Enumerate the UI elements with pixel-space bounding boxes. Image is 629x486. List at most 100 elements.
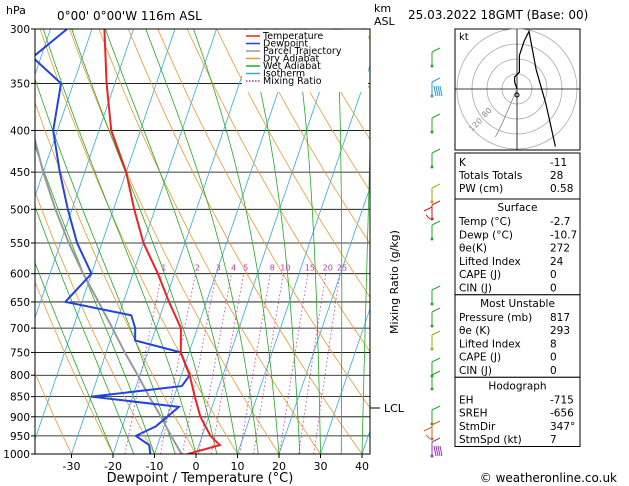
wind-barb-feather — [431, 330, 441, 336]
wind-barb-feather — [431, 437, 441, 443]
dry-adiabat-line — [245, 29, 370, 245]
table-row-value: 817 — [550, 312, 570, 324]
pressure-tick-label: 450 — [10, 167, 30, 179]
table-row-label: θe(K) — [459, 243, 487, 255]
temp-tick-label: -20 — [104, 460, 122, 473]
wet-adiabat-line — [35, 77, 176, 454]
table-row-value: 293 — [550, 325, 570, 337]
wind-barb-dot — [430, 217, 434, 221]
pressure-tick-label: 900 — [10, 412, 30, 424]
table-row-label: Temp (°C) — [458, 216, 511, 228]
wind-barb-feather — [439, 85, 443, 97]
wind-barb-dot — [430, 200, 434, 204]
table-row-value: 0.58 — [550, 183, 573, 195]
wet-adiabat-line — [35, 205, 135, 454]
wind-barb-feather — [435, 85, 439, 97]
table-row-label: CIN (J) — [459, 365, 492, 377]
dewpoint-line — [35, 29, 191, 454]
table-row-label: Totals Totals — [458, 170, 522, 182]
most_unstable-title: Most Unstable — [480, 298, 555, 310]
isotherm-line — [278, 186, 370, 454]
wind-barb-feather — [423, 426, 433, 432]
wind-barb-dot — [430, 387, 434, 391]
table-row-label: Dewp (°C) — [459, 229, 513, 241]
table-row-label: SREH — [459, 408, 488, 420]
table-row-value: 347° — [550, 421, 575, 433]
temp-tick-label: -30 — [63, 460, 81, 473]
isotherm-line — [71, 29, 217, 454]
table-row-value: 0 — [550, 365, 557, 377]
wind-barb-dot — [430, 64, 434, 68]
parcel-trajectory-line — [35, 136, 183, 454]
table-row-value: -656 — [550, 408, 574, 420]
pressure-tick-label: 950 — [10, 431, 30, 443]
wind-barb-feather — [435, 445, 439, 457]
wind-barb-feather — [425, 434, 431, 440]
mixing-ratio-line — [298, 273, 327, 454]
hpa-unit-label: hPa — [6, 4, 26, 17]
legend-label: Isotherm — [263, 69, 305, 80]
table-row-label: Lifted Index — [459, 256, 521, 268]
isotherm-line — [35, 29, 176, 441]
wind-barb-feather — [433, 445, 437, 457]
mixing-ratio-line — [124, 273, 163, 454]
wind-barb-feather — [437, 445, 441, 457]
pressure-tick-label: 500 — [10, 204, 30, 216]
wind-barb-feather — [437, 85, 441, 97]
surface-box — [454, 198, 581, 296]
mixing-ratio-line — [279, 273, 309, 454]
surface-title: Surface — [497, 202, 537, 214]
hodograph-kt-label: kt — [459, 32, 469, 43]
dry-adiabat-line — [35, 190, 155, 454]
wind-barb-feather — [431, 420, 441, 426]
datetime-label: 25.03.2022 18GMT (Base: 00) — [408, 8, 588, 22]
table-row-value: 0 — [550, 352, 557, 364]
table-row-value: 272 — [550, 243, 570, 255]
hodograph-grey-trace — [494, 88, 518, 138]
most_unstable-box — [454, 294, 581, 378]
table-row-label: StmDir — [459, 421, 496, 433]
wind-barb-dot — [430, 130, 434, 134]
location-label: 0°00' 0°00'W 116m ASL — [57, 9, 202, 23]
pressure-tick-label: 650 — [10, 297, 30, 309]
dry-adiabat-line — [157, 29, 370, 409]
mixing-ratio-line — [160, 273, 196, 454]
dry-adiabat-line — [186, 29, 370, 353]
wind-barb-feather — [431, 77, 441, 83]
dry-adiabat-line — [69, 29, 280, 454]
hodo_table-title: Hodograph — [488, 380, 546, 392]
temp-tick-label: 20 — [272, 460, 286, 473]
mixing-ratio-label: 5 — [243, 264, 248, 273]
table-row-label: EH — [459, 394, 474, 406]
wet-adiabat-line — [336, 29, 343, 454]
pressure-tick-label: 750 — [10, 347, 30, 359]
dry-adiabat-line — [216, 29, 370, 298]
wind-barb-feather — [431, 148, 441, 154]
dry-adiabat-line — [39, 29, 238, 454]
table-row-value: 0 — [550, 269, 557, 281]
temp-tick-label: 10 — [231, 460, 245, 473]
table-row-value: 24 — [550, 256, 564, 268]
table-row-label: K — [459, 157, 467, 169]
mixing-ratio-label: 1 — [161, 264, 166, 273]
wind-barb-feather — [431, 357, 441, 363]
mixing-ratio-label: 10 — [280, 264, 290, 273]
pressure-tick-label: 700 — [10, 323, 30, 335]
table-row-label: CIN (J) — [459, 283, 492, 295]
mixing-ratio-axis-label: Mixing Ratio (g/kg) — [388, 230, 401, 334]
pressure-tick-label: 400 — [10, 126, 30, 138]
pressure-tick-label: 850 — [10, 392, 30, 404]
legend-label: Temperature — [262, 31, 323, 42]
plot-frame — [34, 28, 371, 455]
temp-tick-label: 0 — [193, 460, 200, 473]
wind-barb-dot — [430, 302, 434, 306]
wind-barb-dot — [430, 94, 434, 98]
hodo_table-box — [454, 376, 581, 447]
wind-barb-feather — [423, 206, 433, 212]
wet-adiabat-line — [245, 29, 301, 454]
mixing-ratio-label: 3 — [216, 264, 221, 273]
profile-lines: 1 2 3 4 5 8 10 15 20 25 — [35, 29, 347, 454]
asl-unit-label: ASL — [374, 15, 396, 28]
table-row-value: -11 — [550, 157, 567, 169]
